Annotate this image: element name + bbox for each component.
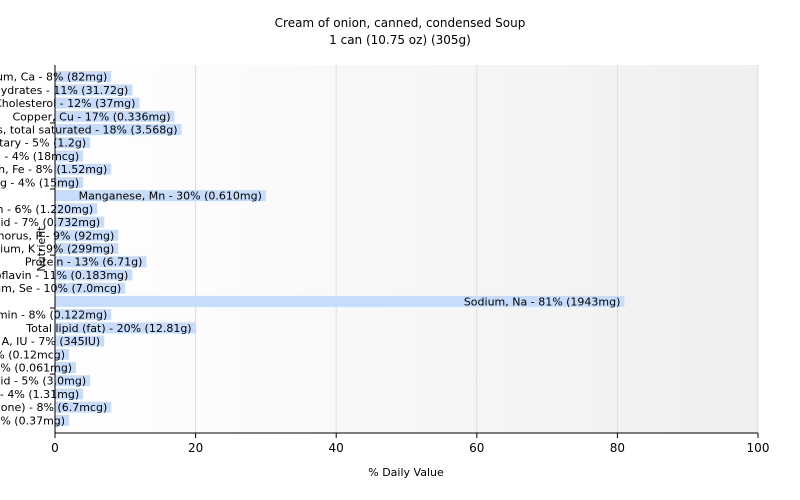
bar [55,401,112,413]
x-tick-labels: 0 20 40 60 80 100 [51,441,769,455]
axes [50,65,759,438]
bar [55,71,112,83]
bar [55,388,84,400]
y-axis-title: Nutrient [35,226,48,272]
bar [55,150,84,162]
bar [55,84,133,96]
bar-label: Pantothenic acid - 7% (0.732mg) [0,216,100,229]
bar [55,137,91,149]
bar-label: Riboflavin - 11% (0.183mg) [0,269,128,282]
bar-label: Vitamin A, IU - 7% (345IU) [0,335,100,348]
bar-label: Carbohydrates - 11% (31.72g) [0,84,128,97]
bar-label: Niacin - 6% (1.220mg) [0,203,93,216]
bar-label: Total lipid (fat) - 20% (12.81g) [25,322,191,335]
bar [55,348,70,360]
bar-label: Calcium, Ca - 8% (82mg) [0,71,107,84]
bar [55,203,98,215]
bar [55,229,119,241]
bar [55,97,140,109]
bar-series [55,71,625,426]
bar [55,256,147,268]
bar-label: Phosphorus, P - 9% (92mg) [0,229,114,242]
bar-label: Zinc, Zn - 2% (0.37mg) [0,414,65,427]
bar-label: Folate, total - 4% (18mcg) [0,150,79,163]
chart-subtitle: 1 can (10.75 oz) (305g) [329,33,471,47]
bar [55,124,182,135]
bar-label: Iron, Fe - 8% (1.52mg) [0,163,107,176]
x-tick-label: 100 [747,441,770,455]
grid-lines [195,65,759,433]
bar-label: Magnesium, Mg - 4% (15mg) [0,176,79,189]
bar [55,414,70,426]
bar-label: Thiamin - 8% (0.122mg) [0,309,107,322]
bar [55,176,84,188]
bar [55,375,91,387]
bar-labels: Calcium, Ca - 8% (82mg)Carbohydrates - 1… [0,71,620,428]
bar [55,243,119,254]
x-tick-label: 60 [469,441,484,455]
bar-label: Sodium, Na - 81% (1943mg) [464,295,621,308]
bar-label: Vitamin B-6 - 3% (0.061mg) [0,362,72,375]
x-tick-label: 80 [610,441,625,455]
bar-label: Vitamin C, total ascorbic acid - 5% (3.0… [0,375,86,388]
bar-label: Vitamin B-12 - 2% (0.12mcg) [0,348,65,361]
bar [55,216,105,228]
x-tick-label: 40 [329,441,344,455]
bar-label: Potassium, K - 9% (299mg) [0,243,114,256]
bar-label: Fatty acids, total saturated - 18% (3.56… [0,124,178,137]
x-axis-title: % Daily Value [368,466,444,479]
bar [55,362,77,373]
bar [55,282,126,294]
bar-label: Fiber, total dietary - 5% (1.2g) [0,137,86,150]
bar [55,269,133,281]
bar-label: Vitamin E (alpha-tocopherol) - 4% (1.31m… [0,388,79,401]
bar [55,295,625,307]
bar [55,309,112,321]
chart-title: Cream of onion, canned, condensed Soup [275,16,526,30]
bar [55,190,266,202]
bar-label: Copper, Cu - 17% (0.336mg) [13,110,171,123]
bar [55,335,105,347]
x-tick-label: 20 [188,441,203,455]
bar [55,110,175,122]
bar-label: Manganese, Mn - 30% (0.610mg) [79,190,262,203]
bar-label: Vitamin K (phylloquinone) - 8% (6.7mcg) [0,401,107,414]
bar-label: Selenium, Se - 10% (7.0mcg) [0,282,121,295]
x-tick-label: 0 [51,441,59,455]
bar-label: Protein - 13% (6.71g) [25,256,143,269]
bar [55,322,196,334]
bar-label: Cholesterol - 12% (37mg) [0,97,135,110]
bar [55,163,112,175]
